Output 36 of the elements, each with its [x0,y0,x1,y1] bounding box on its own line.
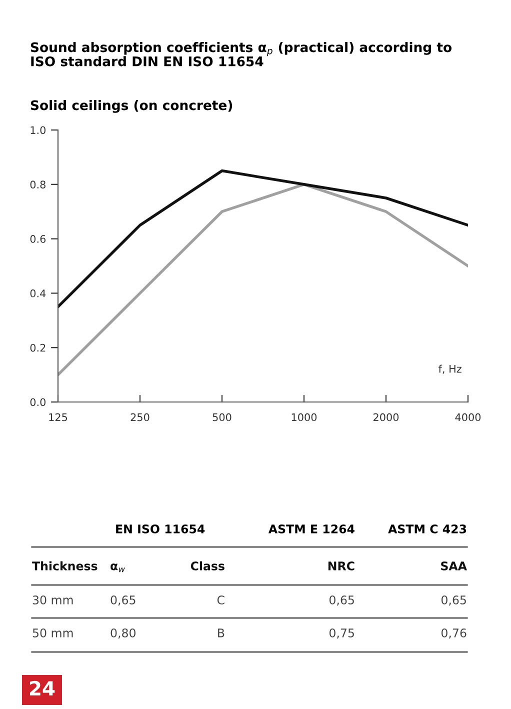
text: Class [190,561,224,570]
text: C [217,595,224,604]
x-tick-label: 125 [49,413,68,422]
text: B [218,628,224,638]
text: 0,76 [441,628,466,639]
chart-subtitle: Solid ceilings (on concrete) [30,100,232,113]
line-series [58,183,468,376]
text: α$_{w}$ [110,564,125,572]
x-axis-title: f, Hz [438,364,462,374]
text: 0,65 [110,595,136,606]
text: ASTM C 423 [388,524,466,534]
y-tick-label: 0.0 [30,398,46,406]
text: NRC [328,561,354,570]
y-tick-label: 0.4 [30,289,46,298]
line-series [58,169,468,308]
x-tick-label: 250 [130,413,150,422]
text: 0,75 [329,628,354,639]
y-tick-label: 0.8 [30,180,46,189]
x-tick-label: 2000 [374,413,399,422]
text: SAA [441,561,467,570]
text: EN ISO 11654 [116,524,205,534]
text: 50 mm [32,628,73,638]
chart-title: Sound absorption coefficients α$_{p}$ (practical) according to ISO standard DIN EN ISO 11654 [30,42,452,66]
y-tick-label: 0.2 [30,344,46,352]
text: 0,65 [441,595,466,606]
x-tick-label: 500 [212,413,232,422]
text: Thickness [32,561,98,570]
y-tick-label: 0.6 [30,235,46,243]
text: 0,65 [329,595,354,606]
x-tick-label: 1000 [292,413,317,422]
text: 30 mm [32,595,73,604]
y-tick-label: 1.0 [30,126,46,134]
text: ASTM E 1264 [268,524,354,534]
x-tick-label: 4000 [455,413,481,422]
text: 0,80 [110,628,136,639]
text: 24 [30,680,55,696]
